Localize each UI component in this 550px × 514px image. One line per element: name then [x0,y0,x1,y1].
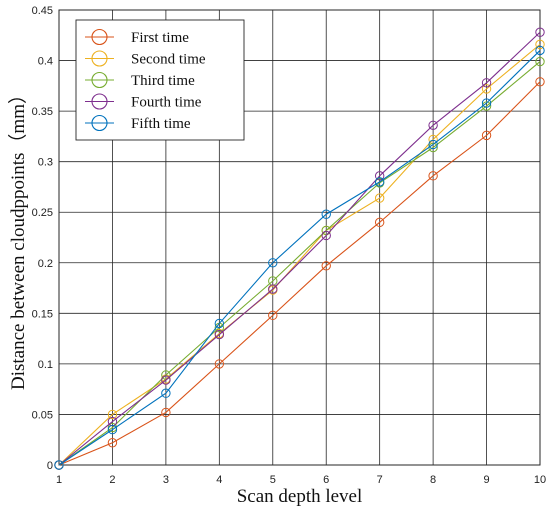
data-point [214,318,225,329]
data-point [214,329,225,340]
data-point [428,120,438,130]
data-point [481,98,492,108]
data-point [535,56,545,67]
data-point [54,460,64,470]
x-tick-label: 3 [163,474,169,486]
x-tick-label: 1 [56,474,62,486]
data-point [374,217,385,228]
y-tick-label: 0.25 [32,207,53,219]
x-tick-label: 4 [216,474,222,486]
legend-marker [91,71,108,89]
x-tick-label: 5 [270,474,276,486]
y-tick-label: 0.4 [38,56,53,68]
data-point [535,39,545,50]
legend-label: First time [131,30,189,46]
legend-marker [91,114,108,132]
legend: First time Second time Third time Fourth ti… [75,19,245,141]
data-point [107,438,118,448]
series-group [54,27,545,470]
data-point [374,177,385,187]
y-tick-label: 0.15 [32,308,53,320]
data-point [481,130,492,141]
data-point [428,139,438,150]
legend-marker [91,50,108,67]
data-point [321,230,331,241]
y-tick-label: 0.45 [32,5,53,17]
data-point [321,209,331,219]
plot-frame [58,9,541,466]
data-point [321,261,331,271]
x-tick-label: 6 [323,474,329,486]
legend-marker [91,93,108,110]
x-tick-label: 7 [377,474,383,486]
x-tick-label: 10 [534,474,546,486]
data-point [268,310,278,321]
y-tick-label: 0.3 [38,157,53,169]
series-line [58,50,541,466]
data-point [161,407,171,418]
data-point [268,284,278,294]
data-point [107,409,118,420]
x-axis-label: Scan depth level [237,486,363,507]
data-point [374,193,385,203]
data-point [535,27,545,37]
data-point [214,359,225,369]
y-axis-label: Distance between cloudppoints（mm） [7,85,29,390]
y-tick-label: 0.35 [32,106,53,118]
legend-marker [91,28,108,46]
data-point [374,171,385,181]
data-point [268,258,278,268]
data-point [161,370,171,380]
x-tick-label: 2 [109,474,115,486]
y-tick-label: 0 [47,460,53,472]
data-point [161,388,171,398]
y-tick-label: 0.05 [32,409,53,421]
data-point [428,171,438,181]
data-point [161,375,171,385]
data-point [107,424,118,435]
legend-label: Second time [131,52,206,68]
y-tick-label: 0.1 [38,359,53,371]
x-tick-label: 8 [430,474,436,486]
x-tick-label: 9 [483,474,489,486]
data-point [481,84,492,94]
series-line [58,43,541,466]
data-point [535,45,545,56]
legend-label: Fourth time [131,95,202,111]
data-point [481,78,492,88]
axes: 1 2 3 4 5 6 7 8 9 10 0 0.05 0.1 0.15 0.2 0.25 0.3 0.35 0.4… [32,5,547,486]
legend-label: Third time [131,73,195,89]
series-line [58,31,541,466]
y-tick-label: 0.2 [38,258,53,270]
data-point [535,77,545,87]
series-line [58,81,541,466]
legend-label: Fifth time [131,116,191,132]
